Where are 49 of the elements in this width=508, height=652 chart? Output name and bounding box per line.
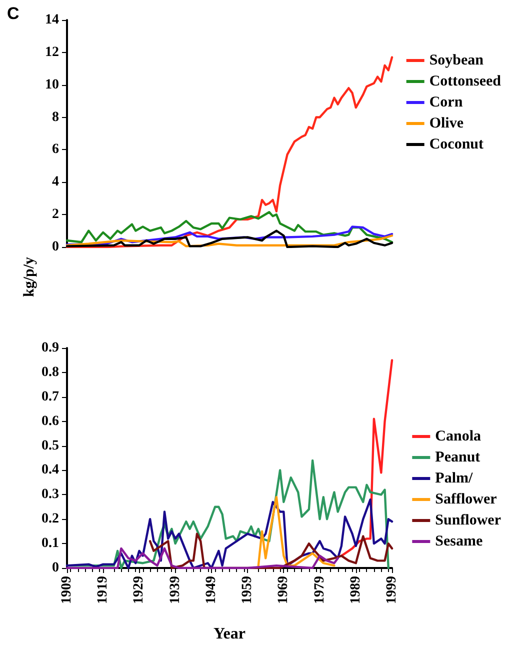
- x-tick-label: 1909: [60, 576, 74, 604]
- x-tick-label: 1949: [204, 576, 219, 604]
- y-tick-label: 0.1: [42, 536, 59, 552]
- legend-label: Canola: [435, 428, 482, 444]
- y-tick-label: 0.9: [42, 340, 59, 356]
- legend-label: Corn: [429, 94, 464, 110]
- y-tick-label: 0.8: [42, 364, 59, 380]
- line-series: [148, 532, 394, 570]
- y-tick-label: 8: [52, 110, 59, 125]
- y-tick-label: 0.4: [42, 462, 59, 478]
- x-tick-label: 1919: [96, 576, 111, 604]
- line-series: [66, 211, 394, 244]
- x-tick-label: 1989: [348, 576, 364, 604]
- y-tick-label: 0.6: [42, 414, 59, 429]
- x-tick-label: 1999: [384, 576, 400, 604]
- legend-label: Safflower: [435, 492, 498, 508]
- legend-label: Palm/: [435, 470, 474, 486]
- chart-title: C: [7, 4, 20, 23]
- y-tick-label: 2: [52, 207, 59, 222]
- x-axis-title: Year: [214, 626, 246, 642]
- line-series: [340, 359, 394, 557]
- x-tick-label: 1929: [132, 576, 147, 604]
- line-series: [66, 234, 394, 248]
- x-tick-label: 1969: [276, 576, 292, 604]
- y-tick-label: 6: [52, 142, 59, 158]
- legend-label: Sesame: [435, 534, 483, 550]
- x-tick-label: 1959: [240, 576, 256, 604]
- y-tick-label: 0.3: [42, 487, 59, 502]
- y-tick-label: 0.5: [42, 438, 59, 454]
- y-tick-label: 0: [52, 239, 59, 254]
- x-tick-label: 1939: [168, 576, 183, 604]
- line-series: [66, 547, 339, 570]
- legend-label: Soybean: [429, 52, 484, 68]
- y-tick-label: 4: [52, 174, 59, 190]
- y-tick-label: 14: [45, 12, 59, 28]
- legend-label: Peanut: [435, 450, 480, 466]
- y-tick-label: 0.2: [42, 512, 59, 527]
- y-tick-label: 0.7: [42, 389, 59, 404]
- line-series: [257, 496, 336, 567]
- legend-label: Olive: [429, 116, 464, 132]
- line-series: [66, 226, 394, 246]
- legend-label: Cottonseed: [429, 74, 502, 90]
- y-tick-label: 0: [52, 560, 59, 576]
- legend-label: Coconut: [429, 136, 484, 152]
- y-tick-label: 12: [45, 44, 59, 60]
- legend-label: Sunflower: [435, 512, 502, 528]
- y-tick-label: 10: [45, 77, 59, 92]
- x-tick-label: 1979: [312, 576, 328, 604]
- y-axis-title: kg/p/y: [22, 256, 38, 298]
